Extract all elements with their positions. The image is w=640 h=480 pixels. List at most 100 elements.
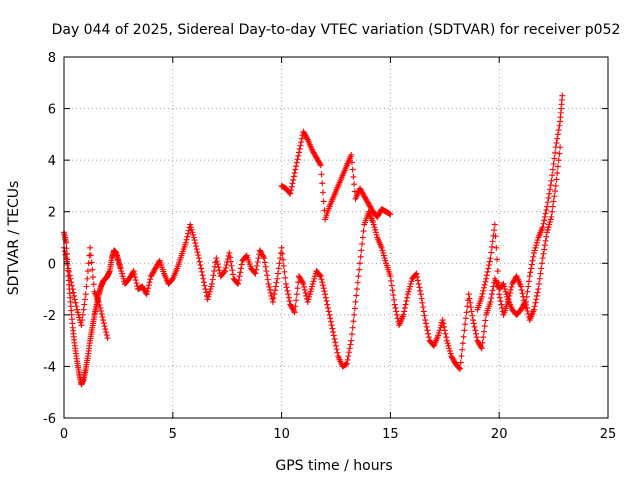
data-point <box>444 340 451 347</box>
data-point <box>202 286 209 293</box>
data-point <box>381 255 388 262</box>
data-point <box>102 326 109 333</box>
data-point <box>83 283 90 290</box>
data-point <box>223 262 230 269</box>
data-point <box>264 272 271 279</box>
data-point <box>269 298 276 305</box>
data-point <box>502 288 509 295</box>
data-point <box>346 345 353 352</box>
data-point <box>470 317 477 324</box>
data-point <box>390 292 397 299</box>
data-point <box>420 308 427 315</box>
data-point <box>279 250 286 257</box>
data-point <box>405 288 412 295</box>
data-point <box>554 163 561 170</box>
data-point <box>373 231 380 238</box>
data-point <box>416 284 423 291</box>
data-point <box>380 249 387 256</box>
data-point <box>260 253 267 260</box>
data-point <box>370 221 377 228</box>
data-point <box>133 280 140 287</box>
data-point <box>235 280 242 287</box>
data-point <box>536 275 543 282</box>
data-point <box>382 257 389 264</box>
data-point <box>478 345 485 352</box>
data-point <box>226 249 233 256</box>
data-point <box>539 224 546 231</box>
data-point <box>548 213 555 220</box>
data-point <box>323 298 330 305</box>
data-point <box>132 277 139 284</box>
data-point <box>472 330 479 337</box>
data-point <box>322 294 329 301</box>
data-point <box>88 259 95 266</box>
data-point <box>76 314 83 321</box>
data-point <box>556 150 563 157</box>
data-point <box>501 283 508 290</box>
data-point <box>480 334 487 341</box>
data-point <box>263 268 270 275</box>
data-point <box>132 274 139 281</box>
data-point <box>204 296 211 303</box>
data-point <box>464 303 471 310</box>
data-point <box>282 280 289 287</box>
data-point <box>228 262 235 269</box>
data-point <box>265 280 272 287</box>
data-point <box>530 253 537 260</box>
data-point <box>542 237 549 244</box>
chart-title: Day 044 of 2025, Sidereal Day-to-day VTE… <box>52 22 621 38</box>
data-point <box>229 267 236 274</box>
y-axis-label: SDTVAR / TECUs <box>6 181 22 296</box>
data-point <box>200 279 207 286</box>
data-point <box>318 276 325 283</box>
data-point <box>549 203 556 210</box>
data-point <box>318 171 325 178</box>
data-point <box>98 310 105 317</box>
data-point <box>356 260 363 267</box>
data-point <box>507 289 514 296</box>
data-point <box>490 283 497 290</box>
data-point <box>190 234 197 241</box>
data-point <box>65 265 72 272</box>
data-point <box>408 278 415 285</box>
data-point <box>333 346 340 353</box>
data-point <box>532 244 539 251</box>
data-point <box>487 255 494 262</box>
data-point <box>145 285 152 292</box>
data-point <box>348 331 355 338</box>
data-point <box>554 170 561 177</box>
data-point <box>505 295 512 302</box>
data-point <box>214 261 221 268</box>
data-point <box>541 246 548 253</box>
data-point <box>207 286 214 293</box>
data-point <box>480 284 487 291</box>
data-point <box>208 280 215 287</box>
data-point <box>378 244 385 251</box>
x-axis-label: GPS time / hours <box>275 458 392 474</box>
data-point <box>495 279 502 286</box>
data-point <box>295 152 302 159</box>
data-point <box>348 151 355 158</box>
data-point <box>349 324 356 331</box>
data-point <box>95 298 102 305</box>
data-point <box>206 288 213 295</box>
data-point <box>357 253 364 260</box>
data-point <box>548 177 555 184</box>
data-point <box>306 293 313 300</box>
data-point <box>144 288 151 295</box>
data-point <box>146 279 153 286</box>
data-point <box>327 315 334 322</box>
data-point <box>544 226 551 233</box>
data-point <box>348 159 355 166</box>
data-point <box>317 162 324 169</box>
data-point <box>292 303 299 310</box>
data-point <box>528 265 535 272</box>
data-point <box>538 265 545 272</box>
data-point <box>545 194 552 201</box>
data-point <box>354 279 361 286</box>
x-tick-label: 5 <box>169 427 177 442</box>
data-point <box>422 320 429 327</box>
data-point <box>540 220 547 227</box>
data-point <box>285 294 292 301</box>
data-point <box>311 275 318 282</box>
